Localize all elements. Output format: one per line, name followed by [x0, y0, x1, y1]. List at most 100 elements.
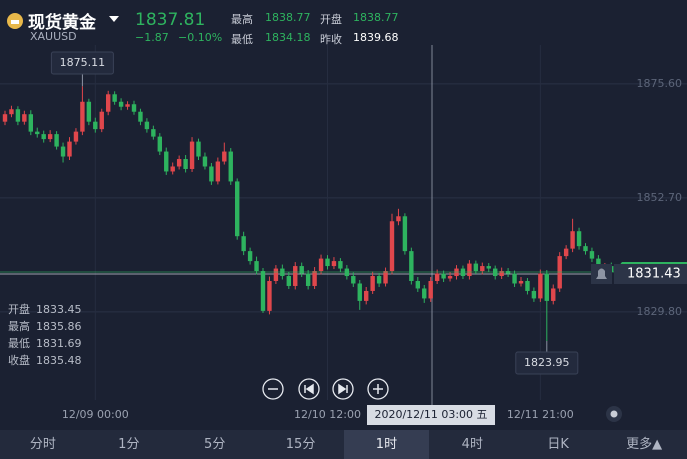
chart-control[interactable] — [298, 378, 320, 400]
chart-control[interactable] — [332, 378, 354, 400]
quote-label: 最低 — [8, 337, 30, 350]
period-tab[interactable]: 1时 — [343, 430, 430, 459]
candle-body — [157, 136, 162, 152]
stat-label: 昨收 — [320, 33, 342, 46]
quote-label: 开盘 — [8, 302, 30, 316]
candle-body — [215, 161, 221, 182]
candle-body — [112, 94, 117, 102]
candle-body — [241, 236, 246, 252]
candle-body — [99, 111, 104, 130]
quote-label: 收盘 — [8, 353, 30, 367]
change: −1.87 — [135, 31, 169, 44]
quote-value: 1835.86 — [36, 320, 82, 333]
y-tick-label: 1829.80 — [637, 305, 683, 318]
period-tab[interactable]: 日K — [547, 437, 569, 452]
candle-body — [447, 276, 453, 279]
candle-body — [589, 251, 595, 259]
last-price: 1837.81 — [135, 10, 206, 30]
candle-body — [467, 263, 472, 277]
gold-icon — [7, 13, 23, 29]
candle-body — [351, 276, 356, 284]
candle-body — [254, 261, 259, 272]
candle-body — [293, 266, 298, 286]
period-tab[interactable]: 分时 — [29, 437, 56, 452]
candle-body — [473, 263, 479, 272]
period-tab[interactable]: 1分 — [118, 437, 140, 452]
candle-body — [93, 121, 98, 130]
candle-body — [235, 181, 240, 237]
candle-body — [325, 258, 330, 267]
candle-body — [80, 101, 85, 132]
control-icon — [338, 383, 348, 395]
stat-value: 1838.77 — [265, 11, 311, 24]
quote-value: 1835.48 — [36, 354, 82, 367]
candle-body — [312, 271, 317, 286]
candle-body — [480, 266, 485, 272]
chart-control[interactable] — [367, 378, 389, 400]
candle-body — [422, 288, 427, 299]
period-tab[interactable]: 5分 — [204, 437, 226, 452]
period-tab[interactable]: 更多▲ — [626, 437, 663, 452]
candle-body — [499, 271, 504, 277]
extreme-box — [515, 351, 579, 375]
candle-body — [176, 159, 182, 167]
candle-body — [273, 268, 279, 282]
stat-value: 1838.77 — [353, 11, 399, 24]
period-tab[interactable]: 15分 — [285, 437, 316, 452]
stat-value: 1839.68 — [353, 31, 399, 44]
candle-body — [596, 258, 601, 269]
candle-body — [41, 134, 46, 140]
control-ring — [262, 378, 284, 400]
candle-body — [15, 109, 21, 122]
candle-body — [286, 276, 291, 286]
candle-body — [86, 101, 92, 122]
crosshair-price-box — [614, 264, 687, 284]
candle-body — [73, 131, 79, 142]
candle-body — [2, 114, 8, 122]
x-tick-label: 12/10 12:00 — [294, 408, 361, 421]
candlestick-chart[interactable]: 1875.60 1852.70 1829.80 12/09 00:00 12/10 12… — [0, 0, 687, 430]
candle-body — [183, 159, 188, 169]
candle-body — [305, 273, 311, 286]
control-ring — [367, 378, 389, 400]
period-tab[interactable]: 4时 — [461, 437, 483, 452]
y-tick-label: 1875.60 — [637, 77, 683, 90]
period-tabs: 分时 1分 5分 15分 1时 4时 日K 更多▲ — [0, 430, 687, 459]
candle-body — [538, 273, 543, 299]
quote-value: 1831.69 — [36, 337, 82, 350]
control-icon — [373, 384, 383, 394]
chart-control[interactable] — [262, 378, 284, 400]
candle-body — [22, 114, 27, 122]
stat-label: 开盘 — [320, 13, 342, 26]
candle-body — [576, 231, 582, 247]
candle-body — [396, 216, 401, 222]
candle-body — [299, 266, 304, 274]
candle-body — [260, 271, 266, 311]
candle-body — [189, 141, 195, 169]
candle-body — [364, 290, 369, 301]
candle-body — [402, 216, 408, 252]
bell-icon — [596, 268, 607, 279]
scroll-end-dot — [610, 410, 618, 418]
candle-body — [125, 104, 130, 107]
candle-body — [144, 121, 150, 130]
candle-body — [357, 283, 362, 301]
symbol: XAUUSD — [30, 30, 77, 43]
candle-body — [106, 94, 111, 112]
candle-body — [441, 273, 446, 279]
candle-body — [376, 276, 382, 284]
extreme-label: 1823.95 — [524, 356, 570, 369]
candle-body — [54, 134, 59, 147]
dropdown-arrow[interactable] — [108, 14, 120, 24]
crosshair-time-box — [367, 405, 495, 425]
candle-body — [370, 276, 375, 291]
stat-label: 最高 — [231, 13, 253, 26]
x-tick-label: 12/11 21:00 — [507, 408, 574, 421]
instrument-name[interactable]: 现货黄金 — [28, 13, 96, 33]
candle-body — [409, 251, 414, 282]
control-ring — [298, 378, 320, 400]
candle-body — [338, 261, 343, 269]
candle-body — [164, 151, 169, 172]
candle-body — [531, 290, 537, 299]
